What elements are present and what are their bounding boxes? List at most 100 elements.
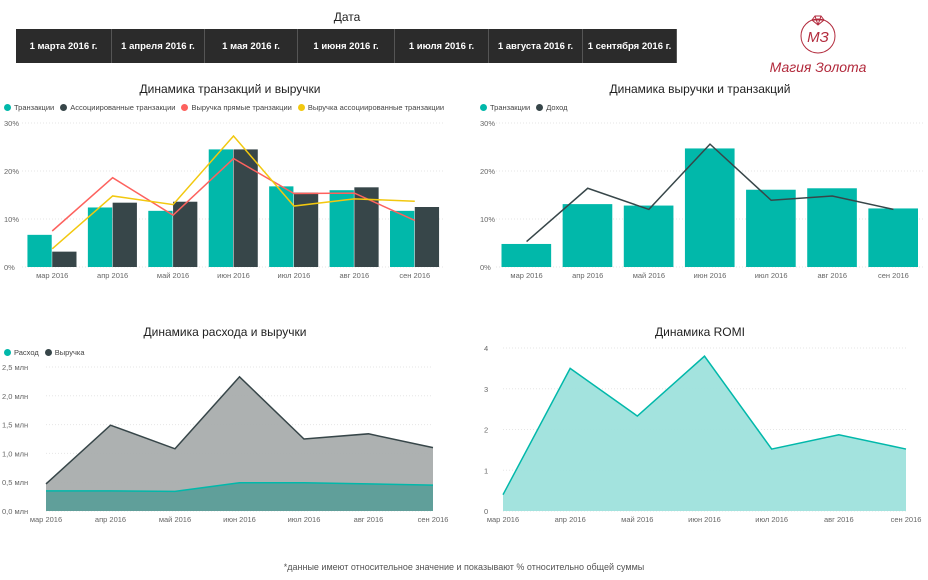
bar <box>208 149 233 267</box>
date-tile[interactable]: 1 июня 2016 г. <box>298 29 395 63</box>
x-tick-label: авг 2016 <box>824 515 854 524</box>
x-tick-label: авг 2016 <box>354 515 384 524</box>
romi-chart: 0 1 2 3 4 мар 2016 апр 2016 май 2016 июн 2016 июл… <box>484 344 922 524</box>
bar <box>269 186 294 267</box>
bar <box>746 189 796 267</box>
legend-item[interactable]: Ассоциированные транзакции <box>60 103 175 112</box>
y-tick-label: 10% <box>480 215 495 224</box>
x-tick-label: сен 2016 <box>418 515 449 524</box>
x-tick-label: апр 2016 <box>555 515 586 524</box>
transactions-revenue-chart: 0% 10% 20% 30% мар 2016 апр 2016 май 2016 июн 2… <box>4 119 445 280</box>
date-tile[interactable]: 1 сентября 2016 г. <box>583 29 677 63</box>
date-slicer: 1 марта 2016 г. 1 апреля 2016 г. 1 мая 2… <box>16 29 677 63</box>
bar <box>233 149 258 267</box>
legend-dot <box>181 104 189 111</box>
bar <box>390 210 415 267</box>
legend-label: Выручка прямые транзакции <box>191 103 292 112</box>
legend-dot <box>297 104 305 111</box>
legend-item[interactable]: Выручка ассоциированные транзакции <box>297 103 445 112</box>
legend-label: Доход <box>546 103 568 112</box>
x-tick-label: май 2016 <box>633 271 665 280</box>
legend-dot <box>60 104 68 111</box>
y-tick-label: 2,5 млн <box>2 363 28 372</box>
legend-item[interactable]: Доход <box>536 103 568 112</box>
series-line <box>51 157 416 232</box>
x-tick-label: авг 2016 <box>340 271 370 280</box>
y-tick-label: 0,0 млн <box>2 507 28 516</box>
y-tick-label: 30% <box>480 119 495 128</box>
revenue-transactions-chart: 0% 10% 20% 30% мар 2016 апр 2016 май 2016 июн 2… <box>480 119 924 280</box>
bar <box>562 204 613 267</box>
series-line <box>51 134 415 250</box>
x-tick-label: мар 2016 <box>30 515 62 524</box>
y-tick-label: 3 <box>484 385 488 394</box>
y-tick-label: 0% <box>480 263 491 272</box>
svg-text:МЗ: МЗ <box>807 29 829 46</box>
bar <box>148 210 173 267</box>
legend-item[interactable]: Выручка прямые транзакции <box>181 103 292 112</box>
bar <box>807 188 857 267</box>
bar <box>52 251 77 267</box>
date-slicer-title: Дата <box>333 10 361 24</box>
series-line <box>526 143 894 243</box>
y-tick-label: 2,0 млн <box>2 392 28 401</box>
legend-item[interactable]: Расход <box>4 348 39 357</box>
legend-dot <box>44 349 52 356</box>
y-tick-label: 20% <box>480 167 495 176</box>
chart2-title: Динамика выручки и транзакций <box>609 82 791 96</box>
x-tick-label: сен 2016 <box>399 271 430 280</box>
cost-revenue-chart: 0,0 млн 0,5 млн 1,0 млн 1,5 млн 2,0 млн 2,5 м… <box>2 363 449 524</box>
bar <box>868 208 918 267</box>
y-tick-label: 0 <box>484 507 488 516</box>
bar <box>27 234 52 267</box>
legend-dot <box>536 104 544 111</box>
x-tick-label: июн 2016 <box>694 271 727 280</box>
date-tile[interactable]: 1 марта 2016 г. <box>16 29 112 63</box>
date-tile[interactable]: 1 мая 2016 г. <box>205 29 298 63</box>
footnote: *данные имеют относительное значение и п… <box>283 562 645 572</box>
x-tick-label: июн 2016 <box>223 515 256 524</box>
legend-dot <box>480 104 487 111</box>
legend-label: Выручка ассоциированные транзакции <box>307 103 445 112</box>
y-tick-label: 10% <box>4 215 19 224</box>
legend-label: Ассоциированные транзакции <box>70 103 176 112</box>
x-tick-label: июл 2016 <box>755 271 788 280</box>
series-line <box>502 355 907 496</box>
chart1-title: Динамика транзакций и выручки <box>139 82 321 96</box>
x-tick-label: июл 2016 <box>755 515 788 524</box>
legend-dot <box>4 349 11 356</box>
series-area <box>46 376 433 511</box>
legend-label: Расход <box>14 348 39 357</box>
x-tick-label: сен 2016 <box>878 271 909 280</box>
legend-item[interactable]: Транзакции <box>4 103 54 112</box>
x-tick-label: июн 2016 <box>688 515 721 524</box>
x-tick-label: июл 2016 <box>278 271 311 280</box>
bar <box>414 207 440 267</box>
series-line <box>46 482 434 493</box>
chart3-title: Динамика расхода и выручки <box>143 325 307 339</box>
x-tick-label: мар 2016 <box>510 271 542 280</box>
date-tile[interactable]: 1 апреля 2016 г. <box>112 29 205 63</box>
date-tile[interactable]: 1 июля 2016 г. <box>395 29 489 63</box>
legend-item[interactable]: Выручка <box>44 348 85 357</box>
chart4-title: Динамика ROMI <box>655 325 745 339</box>
x-tick-label: май 2016 <box>159 515 191 524</box>
bar <box>173 201 198 267</box>
bar <box>684 148 735 267</box>
brand-logo: МЗ Магия Золота <box>770 15 867 75</box>
y-tick-label: 2 <box>484 426 488 435</box>
legend-dot <box>4 104 11 111</box>
legend-item[interactable]: Транзакции <box>480 103 530 112</box>
date-tile[interactable]: 1 августа 2016 г. <box>489 29 583 63</box>
legend-label: Выручка <box>54 348 85 357</box>
x-tick-label: мар 2016 <box>487 515 519 524</box>
y-tick-label: 20% <box>4 167 19 176</box>
x-tick-label: июн 2016 <box>217 271 250 280</box>
chart3-legend: Расход Выручка <box>4 348 91 357</box>
series-line <box>45 375 434 485</box>
x-tick-label: сен 2016 <box>891 515 922 524</box>
chart1-legend: Транзакции Ассоциированные транзакции Вы… <box>4 103 450 112</box>
series-area <box>46 482 433 511</box>
y-tick-label: 1,5 млн <box>2 421 28 430</box>
x-tick-label: апр 2016 <box>572 271 603 280</box>
